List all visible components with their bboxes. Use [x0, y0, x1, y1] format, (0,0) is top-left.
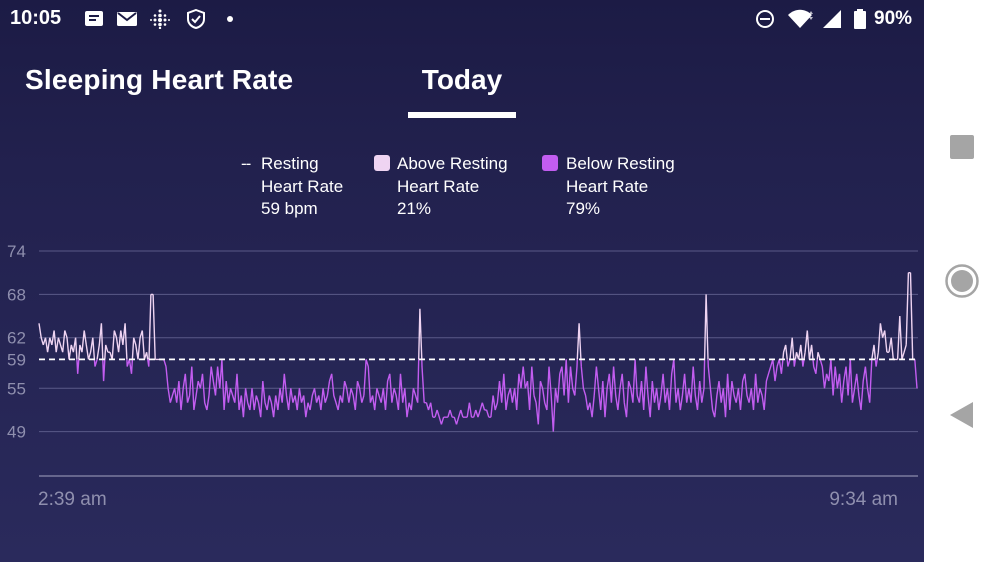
series-above-resting — [38, 272, 915, 361]
wifi-icon — [787, 9, 815, 29]
grid-layer — [39, 250, 918, 477]
legend-resting-label-2: Heart Rate — [261, 176, 344, 196]
do-not-disturb-icon — [755, 9, 775, 29]
message-icon — [84, 9, 104, 29]
legend-above-label-2: Heart Rate — [397, 176, 480, 196]
heart-rate-chart: 74 68 62 59 55 49 2:39 am 9:34 am — [7, 242, 918, 510]
legend-resting: -- Resting Heart Rate 59 bpm — [241, 153, 344, 221]
legend-above: Above Resting Heart Rate 21% — [374, 153, 508, 221]
x-tick-label-start: 2:39 am — [38, 489, 107, 510]
page-title: Sleeping Heart Rate — [25, 64, 294, 95]
status-time: 10:05 — [10, 7, 62, 29]
resting-dash-marker: -- — [241, 154, 251, 173]
home-circle-icon[interactable] — [924, 256, 999, 306]
tab-today[interactable]: Today — [421, 64, 503, 95]
legend-below-label-1: Below Resting — [566, 154, 675, 173]
y-tick-label: 49 — [7, 423, 26, 442]
legend-below-value: 79% — [566, 199, 601, 218]
y-tick-label: 55 — [7, 379, 26, 398]
legend-above-swatch — [374, 155, 390, 171]
signal-icon — [822, 9, 842, 29]
app-screen: 10:05 — [0, 0, 924, 562]
legend-resting-label-1: Resting — [261, 154, 319, 173]
y-tick-label: 62 — [7, 329, 26, 348]
legend-below-label-2: Heart Rate — [566, 176, 649, 196]
y-tick-label: 68 — [7, 285, 26, 304]
x-tick-label-end: 9:34 am — [829, 489, 898, 510]
mail-icon — [117, 9, 137, 29]
dot-icon — [220, 9, 240, 29]
legend-above-label-1: Above Resting — [397, 154, 508, 173]
y-tick-label: 74 — [7, 242, 26, 261]
battery-icon — [850, 9, 870, 29]
tab-active-indicator — [408, 112, 516, 118]
label-layer: 74 68 62 59 55 49 2:39 am 9:34 am — [7, 242, 898, 510]
series-below-resting — [76, 359, 918, 432]
fitbit-icon — [150, 9, 170, 29]
recents-square-icon[interactable] — [924, 122, 999, 172]
legend-above-value: 21% — [397, 199, 432, 218]
legend-below-swatch — [542, 155, 558, 171]
legend-below: Below Resting Heart Rate 79% — [542, 153, 675, 221]
series-layer — [38, 272, 918, 432]
y-tick-label: 59 — [7, 350, 26, 369]
shield-check-icon — [186, 9, 206, 29]
legend-resting-value: 59 bpm — [261, 199, 318, 218]
navigation-bar — [924, 0, 999, 562]
back-triangle-icon[interactable] — [924, 390, 999, 440]
status-bar: 10:05 — [0, 0, 924, 38]
battery-percentage: 90% — [874, 8, 913, 29]
